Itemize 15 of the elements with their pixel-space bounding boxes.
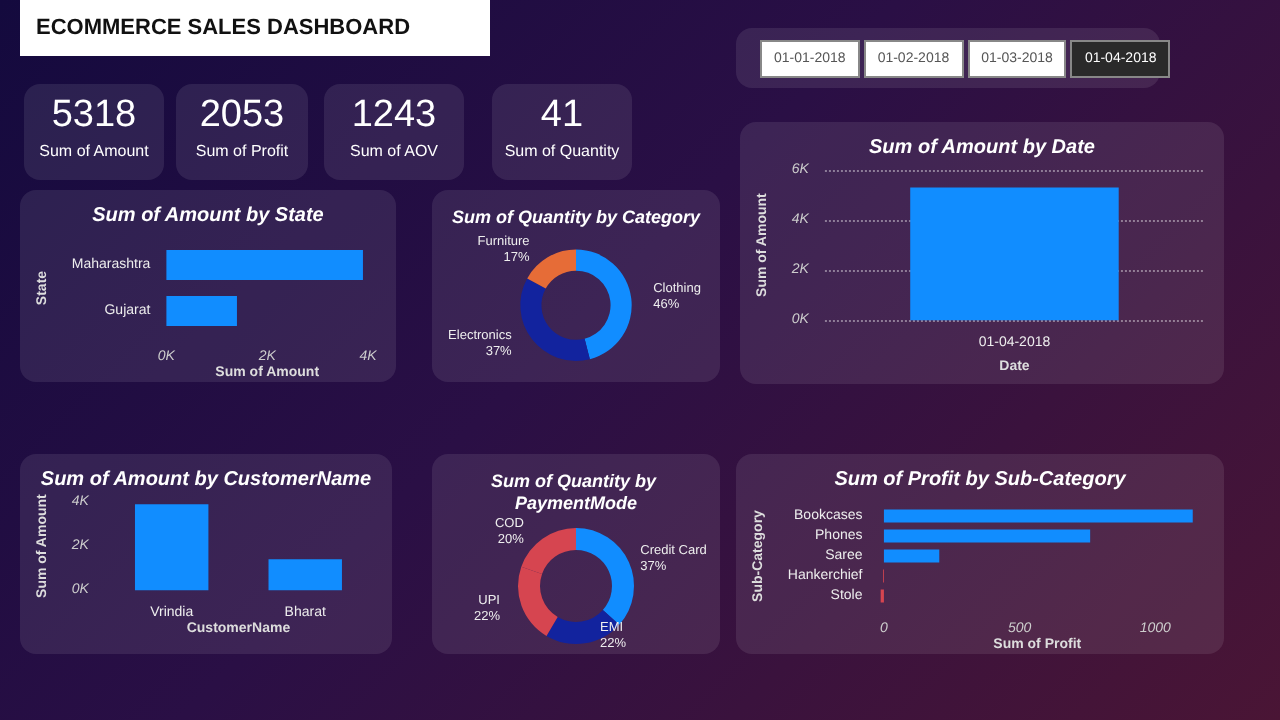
- chart-title: Sum of Quantity by Category: [451, 207, 702, 227]
- category-label: Sum of Amount: [37, 142, 151, 160]
- chart-title: Sum of Quantity by PaymentMode: [490, 471, 662, 513]
- data-label: 1243: [349, 94, 439, 138]
- chart-title: Sum of Amount by CustomerName: [40, 469, 373, 491]
- data-label: 5318: [49, 94, 139, 138]
- data-label: 41: [538, 94, 586, 138]
- text: ECOMMERCE SALES DASHBOARD: [20, 0, 490, 56]
- category-label: Sum of Profit: [193, 142, 291, 160]
- category-label: Sum of Quantity: [502, 142, 622, 160]
- chart-title: Sum of Amount by Date: [869, 137, 1096, 159]
- data-label: 2053: [197, 94, 287, 138]
- chart-title: Sum of Profit by Sub-Category: [834, 469, 1127, 491]
- chart-title: Sum of Amount by State: [92, 205, 325, 227]
- category-label: Sum of AOV: [347, 142, 441, 160]
